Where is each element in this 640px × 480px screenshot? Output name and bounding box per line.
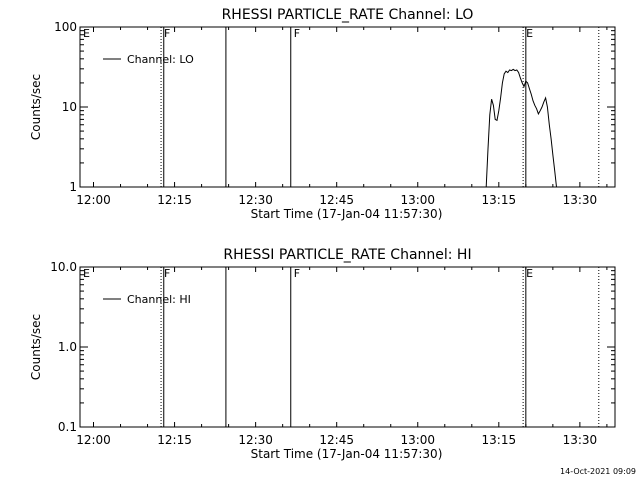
hi-channel-panel: RHESSI PARTICLE_RATE Channel: HI 12:00 12:… (29, 247, 616, 461)
event-marker-label: F (294, 27, 300, 40)
chart-title: RHESSI PARTICLE_RATE Channel: HI (223, 247, 471, 263)
x-axis-label: Start Time (17-Jan-04 11:57:30) (251, 207, 443, 221)
y-tick-label: 1.0 (58, 340, 77, 354)
legend-entry: Channel: HI (127, 293, 191, 306)
x-tick-label: 13:15 (482, 433, 517, 447)
y-tick-label: 10.0 (50, 260, 77, 274)
event-marker-label: E (526, 27, 533, 40)
plot-frame (79, 26, 616, 188)
y-tick-label: 1 (69, 180, 77, 194)
x-tick-label: 12:30 (238, 193, 273, 207)
y-axis-label: Counts/sec (29, 314, 43, 380)
x-tick-label: 13:30 (563, 433, 598, 447)
x-tick-label: 12:30 (238, 433, 273, 447)
y-tick-label: 100 (54, 20, 77, 34)
event-marker-label: E (526, 267, 533, 280)
x-axis-label: Start Time (17-Jan-04 11:57:30) (251, 447, 443, 461)
event-marker-label: E (83, 267, 90, 280)
event-marker-label: E (83, 27, 90, 40)
x-tick-label: 13:30 (563, 193, 598, 207)
y-tick-label: 0.1 (58, 420, 77, 434)
x-tick-label: 12:45 (319, 433, 354, 447)
legend-entry: Channel: LO (127, 53, 194, 66)
plot-frame (79, 266, 616, 428)
event-marker-label: F (294, 267, 300, 280)
x-tick-label: 12:45 (319, 193, 354, 207)
x-tick-label: 12:15 (157, 433, 192, 447)
x-tick-label: 12:00 (76, 433, 111, 447)
event-marker-label: F (164, 27, 170, 40)
x-tick-label: 13:00 (400, 433, 435, 447)
x-tick-label: 13:00 (400, 193, 435, 207)
x-tick-label: 13:15 (482, 193, 517, 207)
y-tick-label: 10 (62, 100, 77, 114)
lo-channel-panel: RHESSI PARTICLE_RATE Channel: LO 12:00 12:… (29, 7, 616, 221)
chart-title: RHESSI PARTICLE_RATE Channel: LO (222, 7, 474, 23)
x-tick-label: 12:00 (76, 193, 111, 207)
event-marker-label: F (164, 267, 170, 280)
y-axis-label: Counts/sec (29, 74, 43, 140)
series-line (485, 68, 561, 188)
footer-timestamp: 14-Oct-2021 09:09 (560, 467, 636, 476)
x-tick-label: 12:15 (157, 193, 192, 207)
